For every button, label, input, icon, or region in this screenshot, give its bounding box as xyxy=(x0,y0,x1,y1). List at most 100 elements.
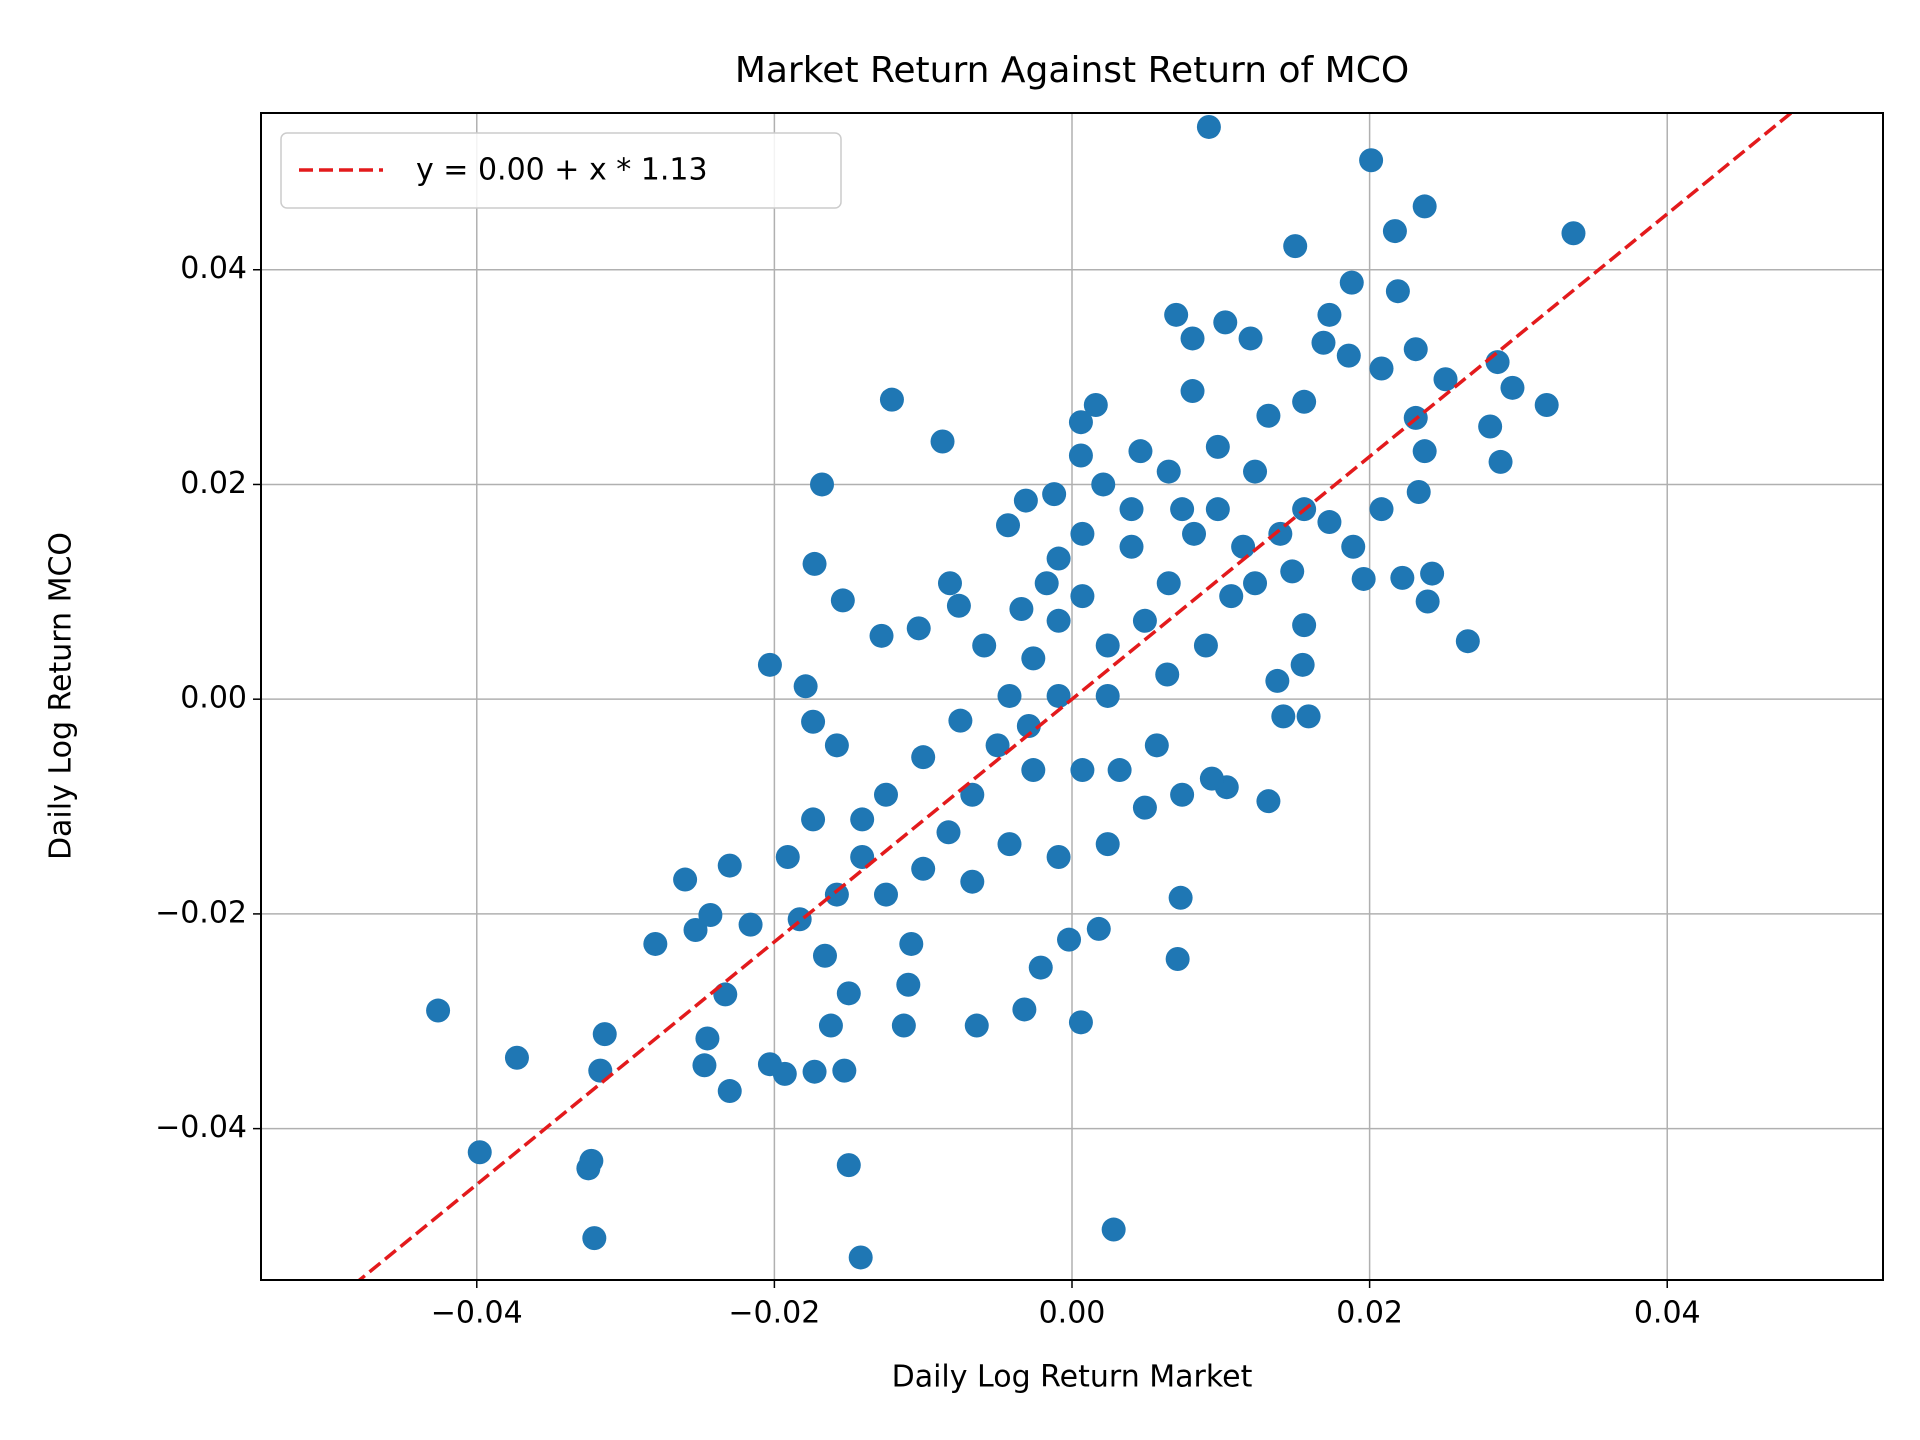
y-tick-label: 0.04 xyxy=(180,251,247,286)
x-tick-label: 0.02 xyxy=(1336,1296,1403,1331)
scatter-point xyxy=(1280,559,1305,584)
scatter-point xyxy=(948,708,973,733)
scatter-point xyxy=(1086,916,1111,941)
scatter-point xyxy=(717,853,742,878)
scatter-point xyxy=(1046,546,1071,571)
scatter-point xyxy=(1433,367,1458,392)
scatter-point xyxy=(1382,219,1407,244)
scatter-point xyxy=(1283,234,1308,259)
scatter-point xyxy=(1156,571,1181,596)
scatter-point xyxy=(830,588,855,613)
scatter-point xyxy=(1095,633,1120,658)
scatter-point xyxy=(1243,571,1268,596)
scatter-point xyxy=(643,931,668,956)
scatter-point xyxy=(713,982,738,1007)
scatter-point xyxy=(1317,510,1342,535)
scatter-point xyxy=(802,551,827,576)
y-axis-label: Daily Log Return MCO xyxy=(44,532,79,860)
scatter-point xyxy=(1534,393,1559,418)
scatter-point xyxy=(695,1026,720,1051)
fit-line xyxy=(356,113,1794,1280)
scatter-point xyxy=(1170,782,1195,807)
scatter-point xyxy=(698,902,723,927)
scatter-point xyxy=(1455,629,1480,654)
scatter-point xyxy=(937,571,962,596)
scatter-point xyxy=(1219,584,1244,609)
scatter-point xyxy=(1213,310,1238,335)
scatter-point xyxy=(1561,221,1586,246)
x-tick-label: −0.04 xyxy=(431,1296,523,1331)
scatter-point xyxy=(960,782,985,807)
scatter-point xyxy=(801,807,826,832)
scatter-point xyxy=(985,733,1010,758)
plot-area xyxy=(356,113,1794,1280)
scatter-point xyxy=(1021,646,1046,671)
scatter-point xyxy=(899,931,924,956)
scatter-point xyxy=(972,633,997,658)
scatter-point xyxy=(1478,414,1503,439)
scatter-point xyxy=(1182,521,1207,546)
scatter-point xyxy=(1180,326,1205,351)
scatter-point xyxy=(1369,356,1394,381)
scatter-point xyxy=(896,972,921,997)
scatter-point xyxy=(1317,302,1342,327)
scatter-point xyxy=(1028,955,1053,980)
scatter-point xyxy=(1070,758,1095,783)
chart-title: Market Return Against Return of MCO xyxy=(735,50,1409,91)
scatter-point xyxy=(1165,946,1190,971)
scatter-point xyxy=(960,869,985,894)
scatter-point xyxy=(504,1045,529,1070)
scatter-point xyxy=(1243,459,1268,484)
scatter-point xyxy=(1412,439,1437,464)
scatter-point xyxy=(1012,997,1037,1022)
scatter-point xyxy=(1488,449,1513,474)
scatter-point xyxy=(1415,589,1440,614)
scatter-point xyxy=(1256,789,1281,814)
scatter-point xyxy=(1070,584,1095,609)
scatter-point xyxy=(997,832,1022,857)
scatter-point xyxy=(1046,845,1071,870)
scatter-point xyxy=(930,429,955,454)
scatter-point xyxy=(818,1013,843,1038)
legend: y = 0.00 + x * 1.13 xyxy=(280,132,842,209)
scatter-point xyxy=(850,845,875,870)
scatter-point xyxy=(1016,714,1041,739)
scatter-point xyxy=(1205,497,1230,522)
scatter-point xyxy=(1485,350,1510,375)
scatter-point xyxy=(738,912,763,937)
scatter-point xyxy=(832,1058,857,1083)
scatter-point xyxy=(964,1013,989,1038)
scatter-point xyxy=(1046,608,1071,633)
scatter-point xyxy=(576,1156,601,1181)
scatter-point xyxy=(1168,885,1193,910)
grid xyxy=(261,113,1883,1280)
scatter-point xyxy=(1132,608,1157,633)
scatter-point xyxy=(801,709,826,734)
scatter-point xyxy=(1199,766,1224,791)
scatter-point xyxy=(1341,534,1366,559)
scatter-point xyxy=(1369,497,1394,522)
scatter-point xyxy=(775,845,800,870)
scatter-point xyxy=(1385,279,1410,304)
x-tick-label: −0.02 xyxy=(728,1296,820,1331)
scatter-point xyxy=(936,820,961,845)
scatter-point xyxy=(467,1140,492,1165)
scatter-point xyxy=(592,1022,617,1047)
y-tick-label: 0.02 xyxy=(180,466,247,501)
scatter-point xyxy=(1292,389,1317,414)
y-tick-label: −0.04 xyxy=(155,1110,247,1145)
scatter-point xyxy=(1034,571,1059,596)
scatter-point xyxy=(1290,652,1315,677)
y-tick-label: −0.02 xyxy=(155,895,247,930)
scatter-point xyxy=(1271,704,1296,729)
scatter-point xyxy=(1311,330,1336,355)
scatter-point xyxy=(772,1061,797,1086)
scatter-point xyxy=(1268,521,1293,546)
scatter-point xyxy=(848,1245,873,1270)
scatter-point xyxy=(1231,534,1256,559)
scatter-point xyxy=(793,674,818,699)
scatter-point xyxy=(1296,704,1321,729)
scatter-point xyxy=(1068,443,1093,468)
scatter-point xyxy=(1180,379,1205,404)
